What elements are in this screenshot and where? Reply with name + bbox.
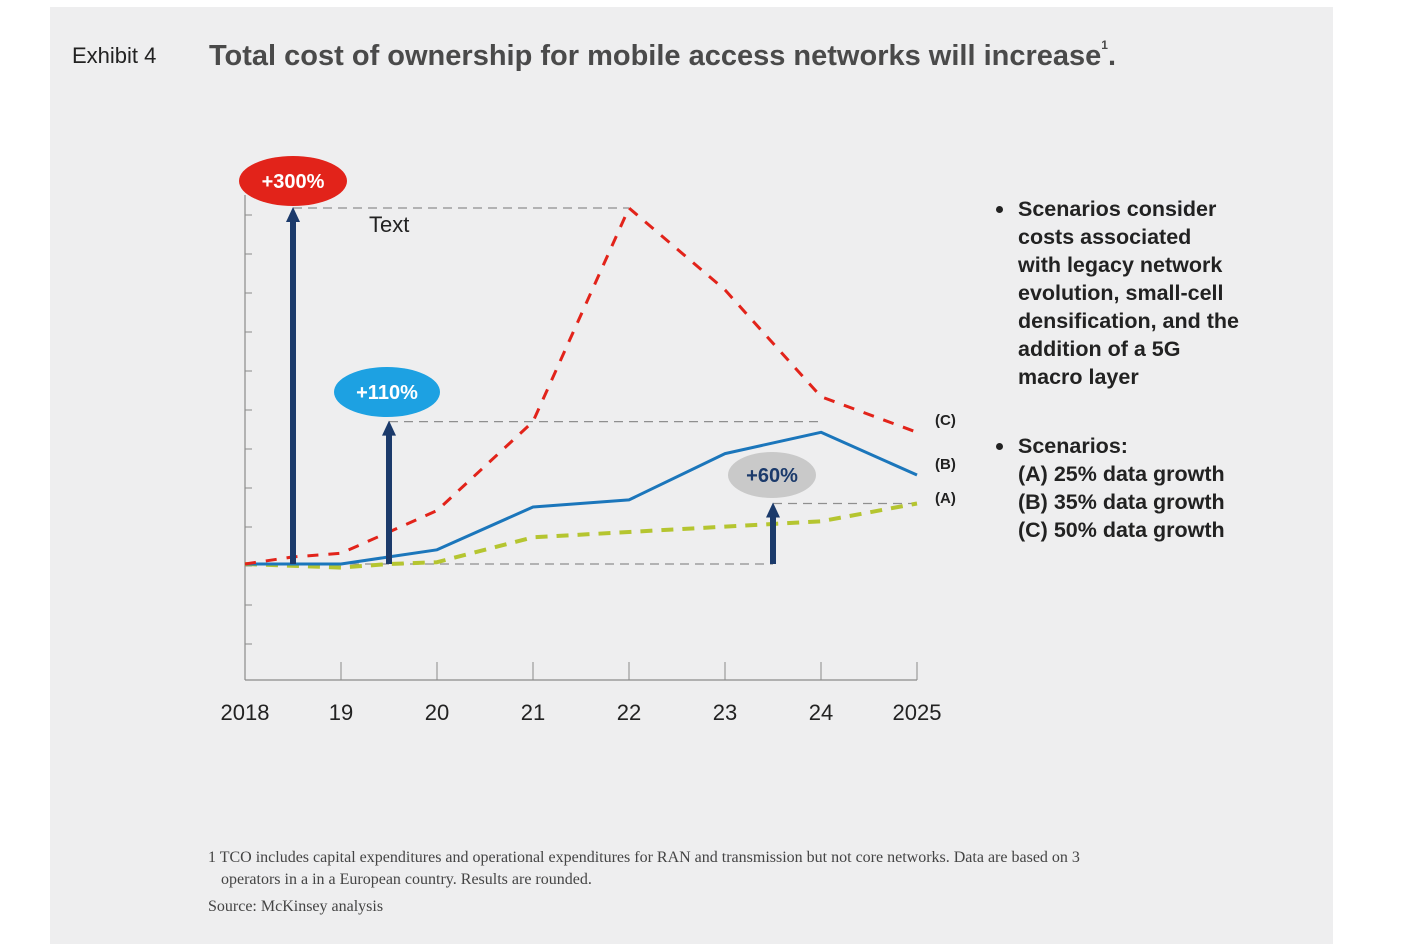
footnote-line-2: operators in a in a European country. Re… [221, 871, 592, 888]
source-note: Source: McKinsey analysis [208, 898, 384, 915]
note-line: costs associated [1018, 225, 1192, 249]
scenario-c-text: (C) 50% data growth [1018, 518, 1225, 542]
growth-arrow-head [766, 502, 780, 518]
note-line: Scenarios: [1018, 434, 1128, 458]
series-line-a [244, 501, 918, 570]
growth-bubble [728, 452, 816, 498]
x-tick-label: 2018 [221, 700, 270, 725]
series-line-b [245, 430, 918, 566]
bullet-scenarios-consider: Scenarios consider costs associated with… [993, 195, 1283, 391]
note-line: macro layer [1018, 365, 1139, 389]
series-end-label: (A) [935, 490, 956, 507]
x-tick-label: 19 [329, 700, 353, 725]
x-tick-label: 20 [425, 700, 449, 725]
series-end-label: (B) [935, 456, 956, 473]
title-end-punct: . [1107, 40, 1117, 72]
chart-annotation-text: Text [369, 212, 409, 237]
scenario-legend-note: Scenarios: (A) 25% data growth (B) 35% d… [993, 432, 1283, 544]
title-footnote-marker: 1 [1101, 38, 1108, 52]
exhibit-label: Exhibit 4 [72, 43, 157, 68]
growth-bubble-label: +300% [262, 171, 325, 193]
note-line: densification, and the [1018, 309, 1239, 333]
note-line: with legacy network [1018, 253, 1223, 277]
scenario-b-text: (B) 35% data growth [1018, 490, 1225, 514]
footnote: 1 TCO includes capital expenditures and … [208, 847, 1268, 891]
x-tick-label: 21 [521, 700, 545, 725]
growth-arrow-head [286, 207, 300, 222]
x-tick-label: 2025 [893, 700, 942, 725]
chart-title-text: Total cost of ownership for mobile acces… [209, 40, 1102, 72]
note-line: evolution, small-cell [1018, 281, 1224, 305]
growth-arrow-head [382, 420, 396, 436]
growth-bubble [239, 156, 347, 206]
series-end-label: (C) [935, 412, 956, 429]
x-tick-label: 23 [713, 700, 737, 725]
growth-bubble-label: +60% [746, 465, 798, 487]
growth-bubble [334, 367, 440, 417]
scenario-a-text: (A) 25% data growth [1018, 462, 1225, 486]
note-line: Scenarios consider [1018, 197, 1217, 221]
chart-title: Total cost of ownership for mobile acces… [209, 38, 1116, 73]
footnote-line-1: 1 TCO includes capital expenditures and … [208, 849, 1080, 866]
growth-bubble-label: +110% [356, 382, 418, 404]
bullet-scenarios: Scenarios: (A) 25% data growth (B) 35% d… [993, 432, 1283, 544]
series-line-c [244, 206, 918, 566]
note-line: addition of a 5G [1018, 337, 1181, 361]
scenario-description-note: Scenarios consider costs associated with… [993, 195, 1283, 391]
x-tick-label: 22 [617, 700, 641, 725]
x-tick-label: 24 [809, 700, 833, 725]
